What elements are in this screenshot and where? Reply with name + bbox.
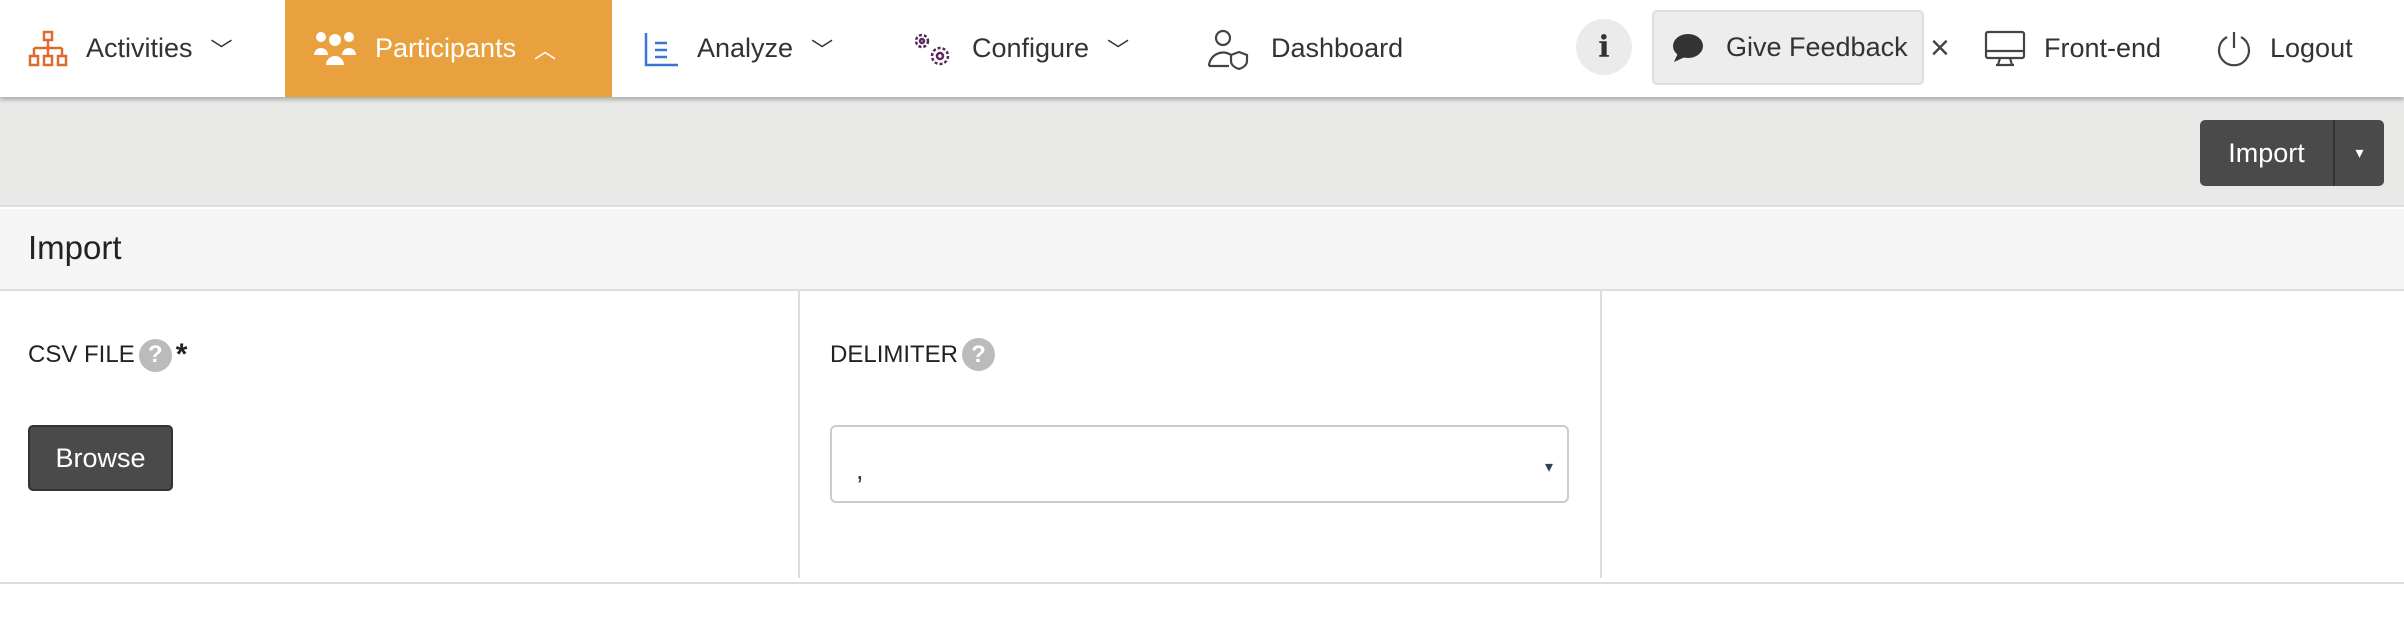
- caret-down-icon: ▾: [1544, 459, 1553, 476]
- sitemap-icon: [28, 30, 68, 66]
- caret-down-icon[interactable]: ▾: [2355, 145, 2364, 162]
- required-marker: *: [175, 338, 188, 371]
- toolbar: [0, 97, 2404, 207]
- delimiter-value: ,: [856, 455, 864, 485]
- monitor-icon: [1984, 30, 2026, 66]
- gears-icon: [914, 33, 950, 65]
- feedback-label: Give Feedback: [1726, 32, 1908, 62]
- nav-configure[interactable]: Configure ﹀: [910, 0, 1129, 97]
- csv-file-label: CSV FILE ? *: [28, 338, 187, 372]
- info-button[interactable]: i: [1576, 19, 1632, 75]
- nav-label: Dashboard: [1271, 33, 1404, 63]
- speech-bubble-icon: [1673, 33, 1703, 62]
- chevron-up-icon: ︿: [534, 37, 557, 63]
- top-nav: Activities ﹀ Participants ︿ Analyze ﹀ Co…: [0, 0, 2404, 97]
- chevron-down-icon: ﹀: [1107, 37, 1130, 63]
- nav-analyze[interactable]: Analyze ﹀: [643, 0, 833, 97]
- power-icon: [2217, 31, 2251, 66]
- front-end-label: Front-end: [2044, 33, 2162, 63]
- chevron-down-icon: ﹀: [210, 37, 233, 63]
- import-button[interactable]: Import: [2200, 120, 2335, 186]
- import-split-button[interactable]: Import ▾: [2200, 120, 2384, 186]
- nav-label: Activities: [86, 33, 193, 63]
- nav-participants[interactable]: Participants ︿: [285, 0, 612, 97]
- delimiter-select[interactable]: , ▾: [830, 425, 1569, 503]
- csv-column: [0, 291, 800, 578]
- chevron-down-icon: ﹀: [811, 37, 834, 63]
- nav-activities[interactable]: Activities ﹀: [28, 0, 233, 97]
- delimiter-label: DELIMITER ?: [830, 338, 996, 371]
- nav-label: Configure: [972, 33, 1090, 63]
- nav-label: Analyze: [697, 33, 794, 63]
- help-icon[interactable]: ?: [962, 338, 996, 371]
- nav-label: Participants: [375, 33, 517, 63]
- logout-label: Logout: [2270, 33, 2353, 63]
- delimiter-column: [800, 291, 1602, 578]
- give-feedback-button[interactable]: Give Feedback: [1652, 10, 1924, 85]
- logout-link[interactable]: Logout: [2216, 0, 2353, 97]
- delimiter-text: DELIMITER: [830, 340, 959, 368]
- front-end-link[interactable]: Front-end: [1984, 0, 2161, 97]
- nav-dashboard[interactable]: Dashboard: [1207, 0, 1403, 97]
- browse-button[interactable]: Browse: [28, 425, 173, 491]
- user-shield-icon: [1207, 29, 1249, 70]
- section-title: Import: [0, 209, 2404, 291]
- close-feedback-icon[interactable]: ×: [1930, 29, 1950, 67]
- divider: [0, 582, 2404, 584]
- chart-icon: [644, 32, 678, 66]
- users-icon: [314, 31, 356, 65]
- csv-file-text: CSV FILE: [28, 341, 135, 368]
- help-icon[interactable]: ?: [138, 338, 172, 372]
